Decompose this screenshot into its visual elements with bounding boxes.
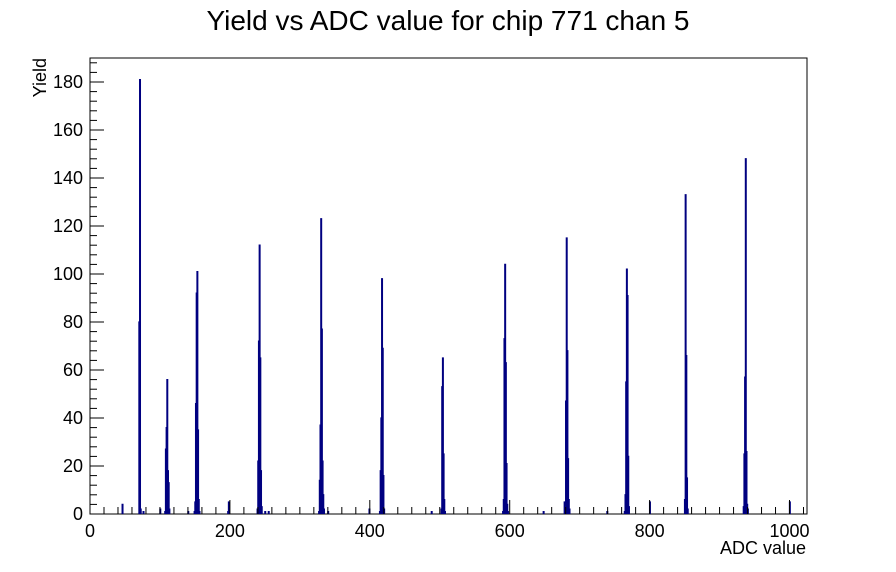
histogram-bin [168, 508, 171, 514]
histogram-bin [567, 498, 570, 514]
y-tick-label: 100 [53, 264, 83, 284]
y-tick-label: 0 [73, 504, 83, 524]
histogram-bin [685, 354, 688, 514]
y-axis-ticks: 0 20 40 60 80 100 120 140 160 180 [53, 62, 104, 524]
histogram-bin [505, 462, 508, 514]
x-tick-label: 400 [355, 521, 385, 541]
histogram-bin [166, 378, 169, 514]
y-tick-label: 20 [63, 456, 83, 476]
histogram-bin [744, 158, 747, 514]
histogram-bin [444, 510, 447, 514]
x-tick-label: 0 [85, 521, 95, 541]
histogram-bin [322, 494, 325, 514]
histogram-bin [264, 510, 267, 514]
chart-title: Yield vs ADC value for chip 771 chan 5 [206, 5, 689, 36]
histogram-bin [139, 78, 142, 514]
x-tick-label: 1000 [769, 521, 809, 541]
histogram-bin [442, 453, 445, 514]
histogram-bin [566, 350, 569, 514]
histogram-bin [227, 501, 230, 514]
histogram-bin [382, 474, 385, 514]
histogram-bin [441, 357, 444, 514]
histogram-bin [198, 510, 201, 514]
histogram-bin [542, 510, 545, 514]
histogram-bin [197, 498, 200, 514]
x-tick-label: 600 [495, 521, 525, 541]
histogram-bin [568, 508, 571, 514]
histogram-bin [196, 270, 199, 514]
histogram-bin [627, 506, 630, 514]
x-axis-label: ADC value [720, 538, 806, 558]
x-axis-ticks: 0 200 400 600 800 1000 [85, 500, 810, 541]
histogram-bin [686, 508, 689, 514]
histogram-bin [627, 455, 630, 514]
histogram-bin [322, 508, 325, 514]
histogram-bin [443, 498, 446, 514]
histogram-bin [626, 294, 629, 514]
y-tick-label: 40 [63, 408, 83, 428]
histogram-bin [504, 362, 507, 514]
histogram-bin [139, 508, 142, 514]
plot-area: 0 200 400 600 800 1000 0 20 40 60 80 100 120 140 160 1… [53, 57, 810, 541]
histogram-bars [121, 78, 791, 514]
histogram-bin [321, 460, 324, 514]
histogram-bin [260, 470, 263, 514]
histogram-bin [142, 510, 145, 514]
y-tick-label: 80 [63, 312, 83, 332]
histogram-bin [197, 429, 200, 514]
histogram-bin [167, 482, 170, 514]
y-tick-label: 120 [53, 216, 83, 236]
histogram-bin [506, 503, 509, 514]
histogram-bin [260, 506, 263, 514]
histogram-bin [267, 510, 270, 514]
histogram-bin [567, 458, 570, 514]
y-tick-label: 160 [53, 120, 83, 140]
histogram-bin [430, 510, 433, 514]
histogram-bin [381, 347, 384, 514]
y-axis-label: Yield [30, 58, 50, 97]
histogram-bin [686, 477, 689, 514]
x-tick-label: 200 [215, 521, 245, 541]
y-tick-label: 60 [63, 360, 83, 380]
histogram-bin [684, 194, 687, 514]
y-tick-label: 140 [53, 168, 83, 188]
histogram-bin [745, 450, 748, 514]
x-tick-label: 800 [635, 521, 665, 541]
y-tick-label: 180 [53, 72, 83, 92]
histogram-bin [121, 503, 124, 514]
histogram-bin [320, 328, 323, 514]
histogram-bin [259, 357, 262, 514]
plot-frame [89, 57, 808, 515]
histogram-bin [506, 510, 509, 514]
